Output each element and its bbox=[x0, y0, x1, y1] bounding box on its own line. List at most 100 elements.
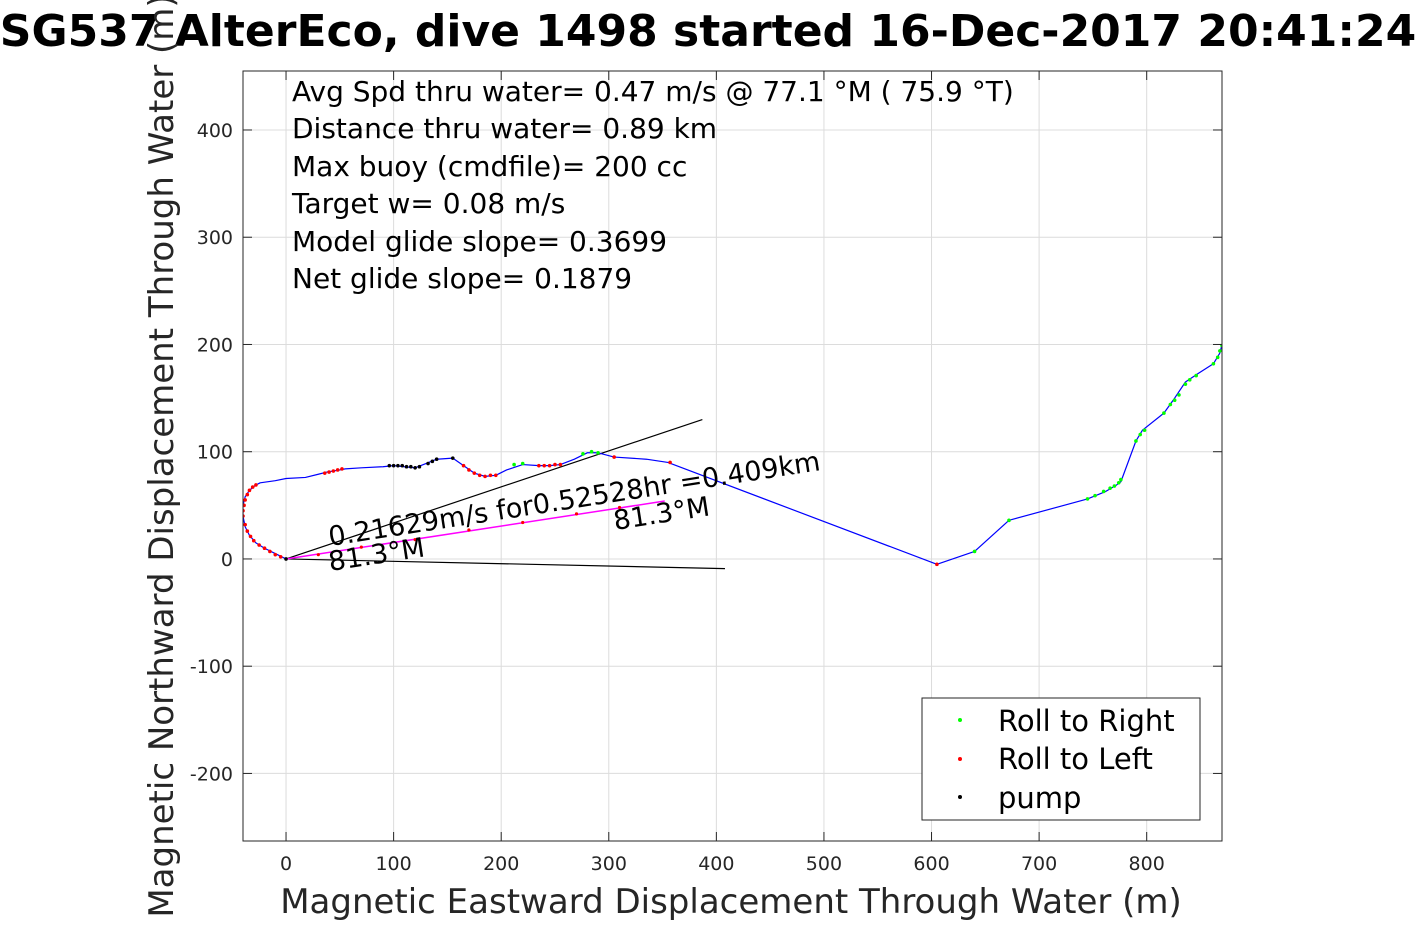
roll-right-point bbox=[1162, 411, 1166, 415]
roll-left-point bbox=[257, 543, 261, 547]
y-tick-label: 0 bbox=[221, 549, 233, 571]
roll-left-point bbox=[335, 468, 340, 472]
roll-left-point bbox=[268, 549, 272, 554]
pump-point bbox=[450, 456, 455, 460]
info-distance: Distance thru water= 0.89 km bbox=[292, 112, 717, 145]
legend-marker-pump bbox=[958, 795, 962, 799]
axes-box bbox=[242, 70, 1223, 842]
plot-area bbox=[243, 343, 1222, 570]
pump-point bbox=[391, 463, 396, 468]
info-model-glide-slope: Model glide slope= 0.3699 bbox=[292, 225, 667, 258]
pump-point bbox=[404, 464, 409, 469]
info-avg-speed: Avg Spd thru water= 0.47 m/s @ 77.1 °M (… bbox=[292, 75, 1014, 108]
pump-point bbox=[409, 464, 413, 469]
roll-right-point bbox=[1116, 481, 1121, 485]
roll-right-point bbox=[1218, 349, 1222, 353]
roll-left-point bbox=[273, 552, 278, 557]
x-tick-label: 0 bbox=[280, 853, 292, 875]
current-vector-point bbox=[521, 520, 525, 525]
y-tick-label: -200 bbox=[190, 763, 233, 785]
pump-point bbox=[426, 461, 430, 466]
roll-right-point bbox=[1168, 402, 1173, 407]
marker-group bbox=[243, 343, 1222, 567]
x-tick-label: 800 bbox=[1129, 853, 1165, 875]
roll-left-point bbox=[331, 469, 336, 473]
heading-wedge-line bbox=[286, 558, 725, 570]
current-vector-group bbox=[285, 500, 665, 560]
legend: Roll to Right Roll to Left pump bbox=[921, 697, 1201, 821]
legend-marker-roll-right bbox=[958, 718, 962, 722]
x-tick-label: 300 bbox=[591, 853, 627, 875]
roll-right-point bbox=[1112, 484, 1117, 488]
roll-right-point bbox=[1108, 486, 1112, 490]
roll-left-point bbox=[537, 463, 541, 468]
roll-right-point bbox=[1119, 477, 1123, 482]
x-tick-label: 600 bbox=[913, 853, 949, 875]
axis-ticks: 0 100 200 300 400 500 600 700 800 -200 -100 0 100 200… bbox=[190, 71, 1222, 875]
legend-label-roll-left: Roll to Left bbox=[998, 742, 1153, 776]
roll-left-point bbox=[547, 463, 552, 468]
roll-left-point bbox=[243, 503, 246, 508]
current-vector-point bbox=[467, 528, 471, 532]
roll-left-point bbox=[254, 483, 258, 487]
roll-left-point bbox=[612, 455, 616, 459]
pump-point bbox=[430, 459, 435, 464]
roll-right-point bbox=[1085, 497, 1090, 501]
y-tick-label: 100 bbox=[197, 442, 233, 464]
info-text-block: Avg Spd thru water= 0.47 m/s @ 77.1 °M (… bbox=[291, 75, 1014, 295]
roll-right-point bbox=[972, 549, 977, 554]
roll-left-point bbox=[340, 467, 344, 471]
current-vector-point bbox=[359, 545, 363, 549]
x-tick-label: 100 bbox=[375, 853, 411, 875]
roll-right-point bbox=[1093, 493, 1097, 498]
x-axis-label: Magnetic Eastward Displacement Through W… bbox=[280, 882, 1182, 922]
roll-left-point bbox=[472, 471, 477, 475]
roll-left-point bbox=[322, 471, 327, 475]
roll-right-point bbox=[1183, 382, 1188, 386]
roll-left-point bbox=[247, 488, 252, 493]
roll-left-point bbox=[248, 534, 253, 539]
roll-right-point bbox=[581, 452, 585, 456]
x-tick-label: 500 bbox=[806, 853, 842, 875]
roll-left-point bbox=[483, 474, 487, 479]
info-target-w: Target w= 0.08 m/s bbox=[291, 187, 565, 220]
legend-marker-roll-left bbox=[958, 757, 962, 761]
roll-right-point bbox=[512, 462, 516, 467]
x-tick-label: 700 bbox=[1021, 853, 1057, 875]
roll-right-point bbox=[1007, 518, 1011, 523]
roll-right-point bbox=[520, 461, 525, 466]
roll-left-point bbox=[262, 546, 267, 551]
legend-label-roll-right: Roll to Right bbox=[998, 704, 1175, 738]
y-tick-label: 400 bbox=[197, 120, 233, 142]
roll-right-point bbox=[1138, 432, 1143, 437]
roll-right-point bbox=[1134, 439, 1138, 443]
current-vector-point bbox=[574, 512, 579, 516]
roll-left-point bbox=[327, 470, 331, 474]
y-tick-label: 300 bbox=[197, 227, 233, 249]
info-net-glide-slope: Net glide slope= 0.1879 bbox=[292, 262, 632, 295]
roll-left-point bbox=[245, 529, 250, 533]
pump-point bbox=[284, 557, 288, 561]
y-tick-label: -100 bbox=[190, 656, 233, 678]
current-vector-point bbox=[316, 553, 320, 557]
roll-left-point bbox=[553, 462, 557, 467]
roll-left-point bbox=[251, 538, 256, 543]
legend-label-pump: pump bbox=[998, 781, 1081, 815]
pump-point bbox=[387, 463, 392, 468]
roll-left-point bbox=[250, 485, 255, 489]
pump-point bbox=[396, 463, 400, 468]
heading-wedge bbox=[285, 418, 725, 570]
roll-left-point bbox=[494, 473, 498, 478]
pump-point bbox=[413, 465, 417, 470]
roll-right-point bbox=[1211, 361, 1216, 366]
pump-point bbox=[417, 464, 422, 469]
roll-left-point bbox=[558, 462, 563, 467]
roll-right-point bbox=[1177, 393, 1181, 397]
y-axis-label: Magnetic Northward Displacement Through … bbox=[142, 0, 182, 918]
y-tick-label: 200 bbox=[197, 334, 233, 356]
legend-box bbox=[921, 697, 1201, 821]
roll-left-point bbox=[243, 522, 247, 527]
x-tick-label: 200 bbox=[483, 853, 519, 875]
roll-left-point bbox=[477, 473, 482, 478]
